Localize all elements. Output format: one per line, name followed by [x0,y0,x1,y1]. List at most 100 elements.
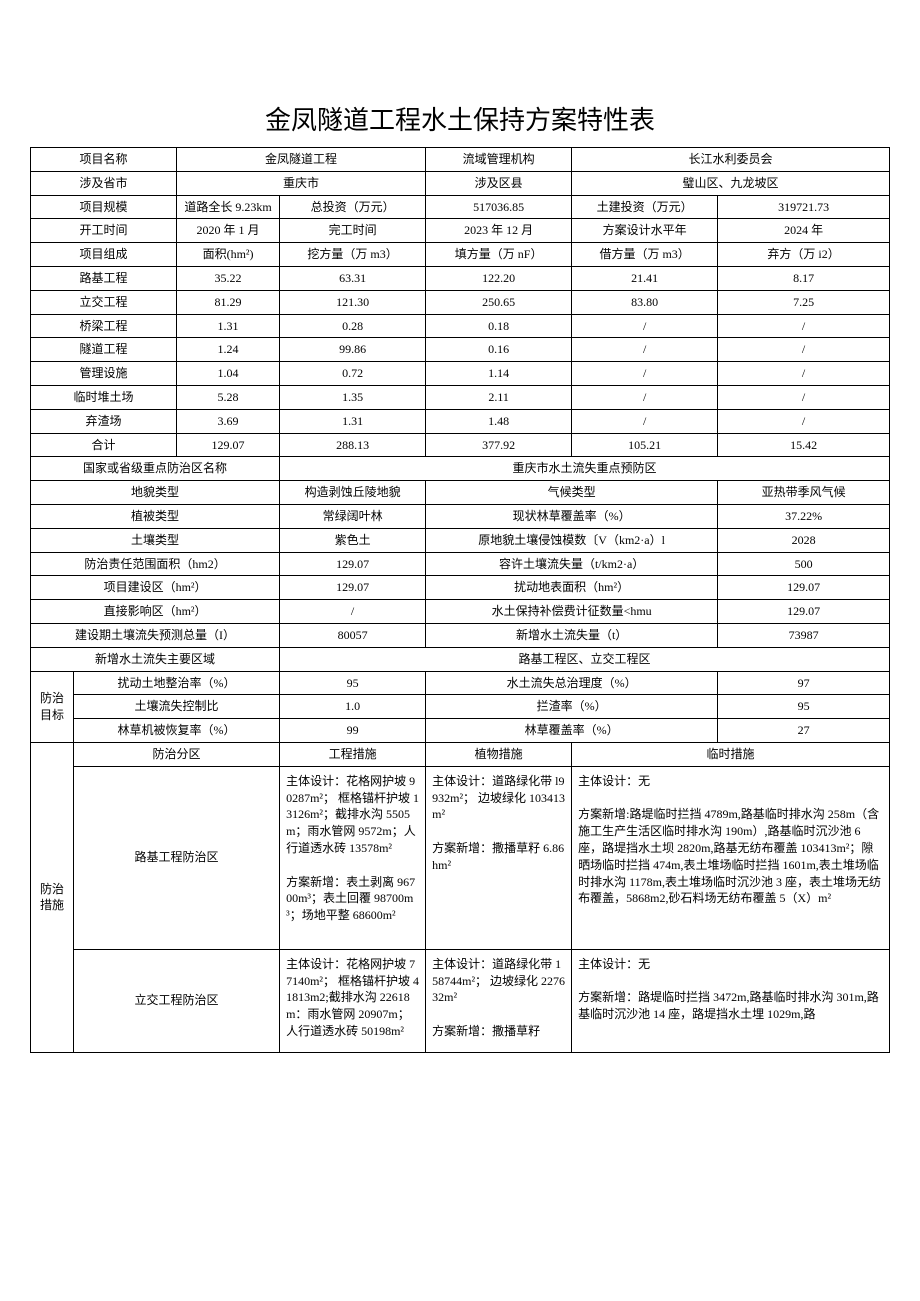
table-row: 开工时间 2020 年 1 月 完工时间 2023 年 12 月 方案设计水平年… [31,219,890,243]
cell: 1.04 [177,362,280,386]
cell: 拦渣率（%） [426,695,718,719]
table-row: 新增水土流失主要区域 路基工程区、立交工程区 [31,647,890,671]
cell: 73987 [718,623,890,647]
cell: / [280,600,426,624]
cell: 1.35 [280,385,426,409]
cell: 517036.85 [426,195,572,219]
cell: 路基工程 [31,266,177,290]
cell: 63.31 [280,266,426,290]
cell: / [718,362,890,386]
table-row: 路基工程35.2263.31122.2021.418.17 [31,266,890,290]
table-row: 涉及省市 重庆市 涉及区县 璧山区、九龙坡区 [31,171,890,195]
cell: 防治措施 [31,742,74,1052]
cell: 2.11 [426,385,572,409]
cell: 管理设施 [31,362,177,386]
table-row: 建设期土壤流失预测总量（I）80057新增水土流失量（t）73987 [31,623,890,647]
cell: 面积(hm²) [177,243,280,267]
cell: 3.69 [177,409,280,433]
cell: 现状林草覆盖率（%） [426,504,718,528]
table-row: 土壤流失控制比1.0拦渣率（%）95 [31,695,890,719]
cell: 流域管理机构 [426,148,572,172]
cell: / [572,409,718,433]
cell: 1.0 [280,695,426,719]
page-title: 金凤隧道工程水土保持方案特性表 [30,100,890,137]
cell: 工程措施 [280,742,426,766]
cell: / [718,338,890,362]
cell: 129.07 [718,600,890,624]
cell: 129.07 [177,433,280,457]
cell: 95 [718,695,890,719]
cell: 1.48 [426,409,572,433]
cell: 弃渣场 [31,409,177,433]
table-row: 地貌类型构造剥蚀丘陵地貌气候类型亚热带季风气候 [31,481,890,505]
cell: 80057 [280,623,426,647]
cell: 林草机被恢复率（%） [73,719,279,743]
cell: 1.14 [426,362,572,386]
cell: 国家或省级重点防治区名称 [31,457,280,481]
table-row: 临时堆土场5.281.352.11// [31,385,890,409]
cell: 亚热带季风气候 [718,481,890,505]
cell: 主体设计：道路绿化带 l9932m²； 边坡绿化 103413m² 方案新增：撒… [426,766,572,949]
cell: / [718,409,890,433]
cell: 8.17 [718,266,890,290]
cell: 路基工程区、立交工程区 [280,647,890,671]
cell: 植物措施 [426,742,572,766]
cell: 土壤类型 [31,528,280,552]
cell: 0.28 [280,314,426,338]
cell: 2020 年 1 月 [177,219,280,243]
cell: 涉及省市 [31,171,177,195]
cell: 主体设计：道路绿化带 158744m²； 边坡绿化 227632m² 方案新增：… [426,949,572,1052]
cell: 借方量（万 m3） [572,243,718,267]
cell: 27 [718,719,890,743]
cell: 129.07 [718,576,890,600]
cell: 隧道工程 [31,338,177,362]
cell: 7.25 [718,290,890,314]
cell: 弃方（万 i2） [718,243,890,267]
cell: 立交工程防治区 [73,949,279,1052]
cell: 2023 年 12 月 [426,219,572,243]
cell: 植被类型 [31,504,280,528]
cell: 121.30 [280,290,426,314]
cell: 常绿阔叶林 [280,504,426,528]
cell: 37.22% [718,504,890,528]
cell: 金凤隧道工程 [177,148,426,172]
cell: 璧山区、九龙坡区 [572,171,890,195]
cell: 新增水土流失主要区域 [31,647,280,671]
cell: 主体设计：无 方案新增：路堤临时拦挡 3472m,路基临时排水沟 301m,路基… [572,949,890,1052]
cell: 土建投资（万元） [572,195,718,219]
table-row: 管理设施1.040.721.14// [31,362,890,386]
cell: 开工时间 [31,219,177,243]
cell: 扰动土地整治率（%） [73,671,279,695]
cell: 道路全长 9.23km [177,195,280,219]
cell: 15.42 [718,433,890,457]
cell: / [718,314,890,338]
cell: 路基工程防治区 [73,766,279,949]
cell: / [718,385,890,409]
cell: 林草覆盖率（%） [426,719,718,743]
cell: 主体设计：花格网护坡 90287m²； 框格锚杆护坡 13126m²；截排水沟 … [280,766,426,949]
table-row: 合计129.07288.13377.92105.2115.42 [31,433,890,457]
cell: / [572,362,718,386]
cell: 21.41 [572,266,718,290]
cell: / [572,338,718,362]
cell: 主体设计：花格网护坡 77140m²； 框格锚杆护坡 41813m2;截排水沟 … [280,949,426,1052]
cell: 0.16 [426,338,572,362]
cell: 129.07 [280,576,426,600]
table-row: 直接影响区（hm²）/水土保持补偿费计征数量<hmu129.07 [31,600,890,624]
cell: 防治责任范围面积（hm2） [31,552,280,576]
table-row: 弃渣场3.691.311.48// [31,409,890,433]
table-row: 防治措施 防治分区 工程措施 植物措施 临时措施 [31,742,890,766]
cell: 构造剥蚀丘陵地貌 [280,481,426,505]
cell: 方案设计水平年 [572,219,718,243]
cell: 99.86 [280,338,426,362]
cell: 99 [280,719,426,743]
cell: 建设期土壤流失预测总量（I） [31,623,280,647]
cell: 临时堆土场 [31,385,177,409]
cell: 122.20 [426,266,572,290]
cell: 0.72 [280,362,426,386]
table-row: 项目规模 道路全长 9.23km 总投资（万元） 517036.85 土建投资（… [31,195,890,219]
table-row: 防治责任范围面积（hm2）129.07容许土壤流失量（t/km2·a）500 [31,552,890,576]
table-row: 桥梁工程1.310.280.18// [31,314,890,338]
cell: 项目规模 [31,195,177,219]
table-row: 立交工程防治区 主体设计：花格网护坡 77140m²； 框格锚杆护坡 41813… [31,949,890,1052]
